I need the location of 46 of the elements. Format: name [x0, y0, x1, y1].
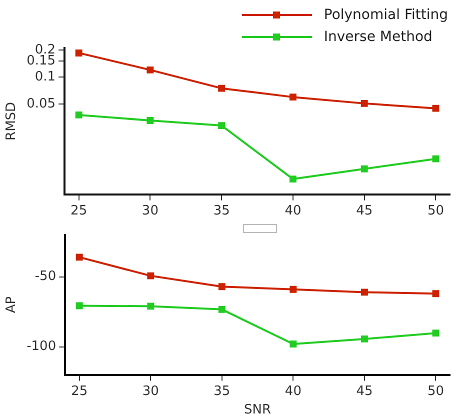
point	[218, 122, 226, 130]
x-tick-label: 25	[71, 384, 88, 399]
x-tick-label: 40	[284, 204, 302, 219]
point	[290, 286, 297, 293]
y-tick-label: 0.1	[34, 69, 56, 84]
x-tick-label: 45	[356, 204, 373, 219]
point	[218, 283, 226, 290]
point	[360, 165, 368, 172]
x-tick-label: 50	[427, 384, 444, 399]
x-tick-label: 40	[284, 384, 302, 399]
x-tick-label: 35	[213, 204, 230, 219]
point	[432, 290, 440, 298]
point	[218, 306, 226, 313]
point	[146, 117, 154, 124]
point	[360, 335, 368, 342]
point	[147, 272, 154, 280]
point	[218, 84, 226, 92]
y-tick-label: 0.15	[26, 54, 56, 69]
y-tick-label: -50	[34, 269, 56, 284]
point	[432, 330, 440, 337]
x-tick-label: 50	[427, 204, 444, 219]
point	[289, 94, 296, 101]
point	[76, 302, 83, 310]
point	[289, 176, 296, 183]
y-tick-label: -100	[26, 339, 56, 354]
point	[360, 288, 368, 296]
y-tick-label: 0.05	[26, 96, 56, 112]
point	[147, 302, 154, 310]
legend-label: Polynomial Fitting	[324, 7, 448, 23]
point	[290, 340, 297, 348]
point	[75, 111, 82, 118]
x-tick-label: 35	[214, 384, 230, 399]
x-axis-title: SNR	[244, 402, 272, 418]
x-tick-label: 30	[142, 204, 158, 219]
point	[146, 66, 154, 74]
x-tick-label: 45	[356, 384, 373, 399]
point	[76, 254, 83, 261]
point	[432, 155, 440, 162]
legend-label: Inverse Method	[324, 29, 432, 45]
y-axis-title: AP	[4, 296, 20, 314]
x-tick-label: 30	[142, 384, 159, 399]
y-axis-title: RMSD	[4, 102, 20, 140]
point	[75, 49, 82, 56]
point	[360, 100, 368, 107]
point	[432, 104, 440, 112]
x-tick-label: 25	[70, 204, 88, 219]
